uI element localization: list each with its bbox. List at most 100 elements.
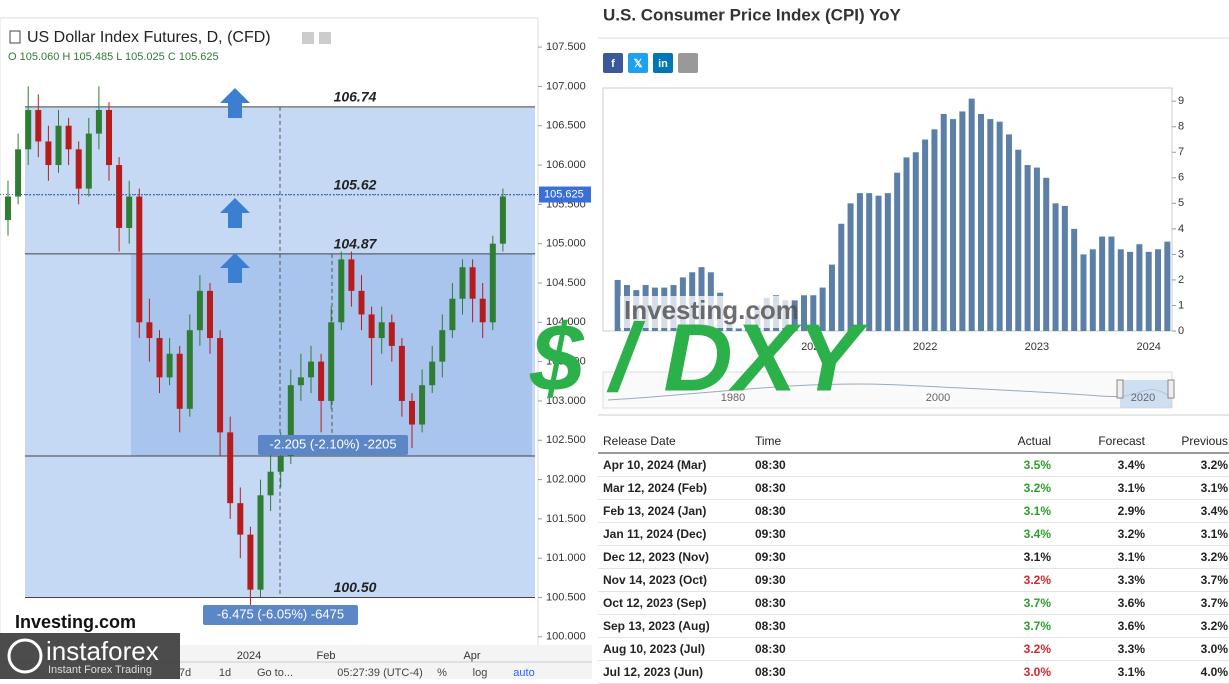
table-cell: Jul 12, 2023 (Jun) — [603, 665, 704, 679]
candle-body — [368, 314, 375, 339]
toolbar-item[interactable]: auto — [513, 667, 534, 679]
table-row: Nov 14, 2023 (Oct) 09:30 3.2% 3.3% 3.7% — [598, 569, 1229, 592]
candle-body — [338, 259, 345, 323]
toolbar-item[interactable]: 05:27:39 (UTC-4) — [337, 667, 423, 679]
measure-tag — [203, 605, 358, 625]
table-cell: Actual — [1017, 434, 1051, 448]
time-label: Feb — [317, 650, 336, 662]
cpi-title: U.S. Consumer Price Index (CPI) YoY — [603, 5, 902, 24]
y-tick-label: 104.500 — [546, 277, 586, 289]
table-cell: 3.2% — [1023, 573, 1051, 587]
candle-body — [459, 267, 466, 299]
up-arrow — [220, 88, 250, 118]
level-label: 100.50 — [334, 579, 377, 595]
table-cell: 2.9% — [1117, 504, 1145, 518]
table-cell: Nov 14, 2023 (Oct) — [603, 573, 708, 587]
candle-body — [439, 330, 446, 362]
candle-body — [227, 432, 234, 504]
table-cell: 08:30 — [755, 481, 786, 495]
watermark-bg — [620, 296, 790, 328]
candle-body — [409, 400, 415, 425]
candle-body — [378, 322, 385, 339]
bar — [735, 328, 742, 331]
candle-body — [55, 125, 62, 166]
y-tick-label: 5 — [1178, 197, 1184, 209]
bar — [884, 193, 891, 331]
bar — [1052, 203, 1059, 331]
table-cell: 3.2% — [1200, 550, 1228, 564]
table-cell: 09:30 — [755, 527, 786, 541]
bar — [912, 152, 919, 331]
bar — [1061, 205, 1068, 331]
candle-body — [358, 290, 365, 315]
release-table: Release Date Time Actual Forecast Previous Ap… — [598, 430, 1229, 684]
candle-body — [318, 361, 325, 401]
table-cell: 3.2% — [1117, 527, 1145, 541]
candle-body — [15, 149, 22, 197]
table-cell: 08:30 — [755, 665, 786, 679]
candle-body — [348, 259, 355, 291]
table-cell: 3.1% — [1117, 550, 1145, 564]
table-cell: 08:30 — [755, 504, 786, 518]
candle-body — [116, 165, 123, 228]
y-tick-label: 102.500 — [546, 434, 586, 446]
y-tick-label: 106.500 — [546, 120, 586, 132]
table-cell: Previous — [1181, 434, 1228, 448]
toolbar-item[interactable]: log — [473, 667, 488, 679]
table-cell: 3.7% — [1200, 596, 1228, 610]
x-tick-label: 2022 — [913, 341, 937, 353]
y-tick-label: 101.000 — [546, 552, 586, 564]
table-cell: 3.1% — [1117, 665, 1145, 679]
share-button[interactable] — [653, 53, 673, 73]
chart-title: US Dollar Index Futures, D, (CFD) — [27, 29, 271, 46]
share-button[interactable] — [628, 53, 648, 73]
bar — [828, 264, 835, 331]
level-label: 104.87 — [334, 236, 378, 252]
collapse-icon[interactable] — [9, 30, 21, 44]
table-row: Sep 13, 2023 (Aug) 08:30 3.7% 3.6% 3.2% — [598, 615, 1229, 638]
toolbar-item[interactable]: % — [437, 667, 447, 679]
candle-body — [247, 534, 254, 590]
candle-body — [277, 455, 284, 472]
table-cell: 3.1% — [1023, 504, 1051, 518]
settings-icon[interactable] — [302, 32, 314, 44]
navigator-handle[interactable] — [1167, 379, 1175, 399]
table-cell: 3.4% — [1023, 527, 1051, 541]
bar — [838, 223, 845, 331]
toolbar-item[interactable]: 7d — [179, 667, 191, 679]
candle-body — [429, 361, 436, 386]
bar — [856, 193, 863, 331]
toolbar-item[interactable]: 1d — [219, 667, 231, 679]
candle-body — [196, 290, 203, 331]
gear-icon[interactable] — [319, 32, 331, 44]
navigator-selection[interactable] — [1120, 380, 1172, 408]
candle-body — [126, 196, 133, 228]
table-cell: 3.4% — [1200, 504, 1228, 518]
y-tick-label: 0 — [1178, 325, 1184, 337]
table-cell: 3.2% — [1200, 458, 1228, 472]
candle-body — [398, 345, 405, 401]
y-tick-label: 6 — [1178, 172, 1184, 184]
candle-body — [166, 353, 173, 378]
measure-label: -2.205 (-2.10%) -2205 — [269, 436, 396, 451]
bar — [847, 203, 854, 331]
level-label: 106.74 — [334, 89, 377, 105]
share-button[interactable] — [603, 53, 623, 73]
up-arrow — [220, 253, 250, 283]
table-cell: 3.6% — [1117, 596, 1145, 610]
candle-body — [489, 243, 496, 323]
navigator-label: 2020 — [1131, 392, 1155, 404]
toolbar-item[interactable]: Go to... — [257, 667, 293, 679]
bar — [950, 119, 957, 331]
x-tick-label: 2024 — [1136, 341, 1160, 353]
candle-body — [186, 330, 193, 409]
bar — [875, 195, 882, 331]
bar — [800, 295, 807, 331]
share-button[interactable] — [678, 53, 698, 73]
y-tick-label: 107.000 — [546, 80, 586, 92]
navigator-handle[interactable] — [1116, 379, 1124, 399]
candle-body — [469, 267, 476, 299]
candle-body — [328, 322, 335, 401]
x-tick-label: 2023 — [1025, 341, 1049, 353]
